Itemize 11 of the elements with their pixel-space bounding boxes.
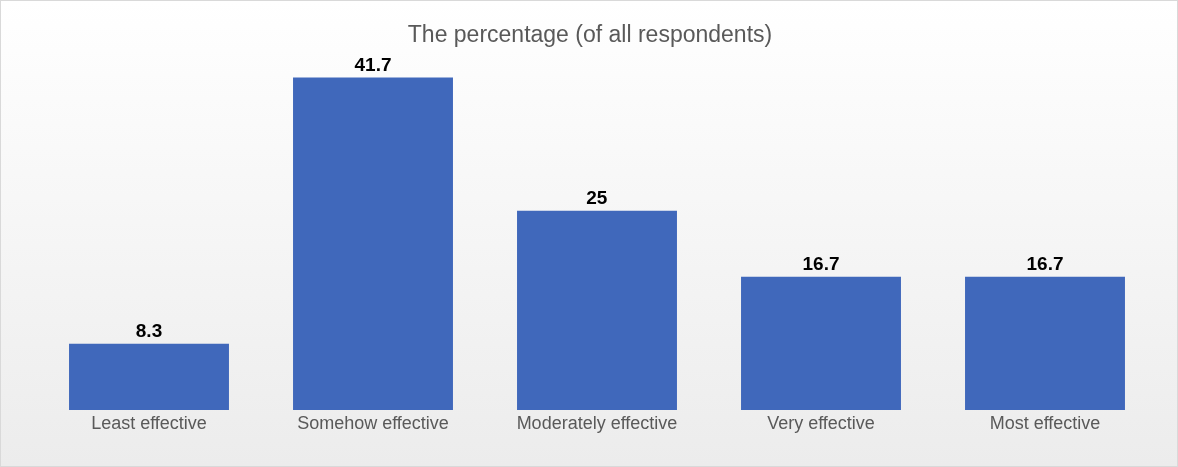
data-label: 25 xyxy=(586,186,608,208)
data-label: 16.7 xyxy=(1026,252,1064,274)
data-label: 16.7 xyxy=(802,252,840,274)
x-tick-label: Somehow effective xyxy=(297,413,449,433)
data-label: 8.3 xyxy=(135,319,163,341)
data-label: 41.7 xyxy=(354,53,392,75)
x-tick-label: Moderately effective xyxy=(516,413,678,433)
x-tick-label: Very effective xyxy=(767,413,875,433)
chart-title: The percentage (of all respondents) xyxy=(407,20,773,47)
x-tick-label: Least effective xyxy=(91,413,207,433)
x-tick-label: Most effective xyxy=(989,413,1101,433)
